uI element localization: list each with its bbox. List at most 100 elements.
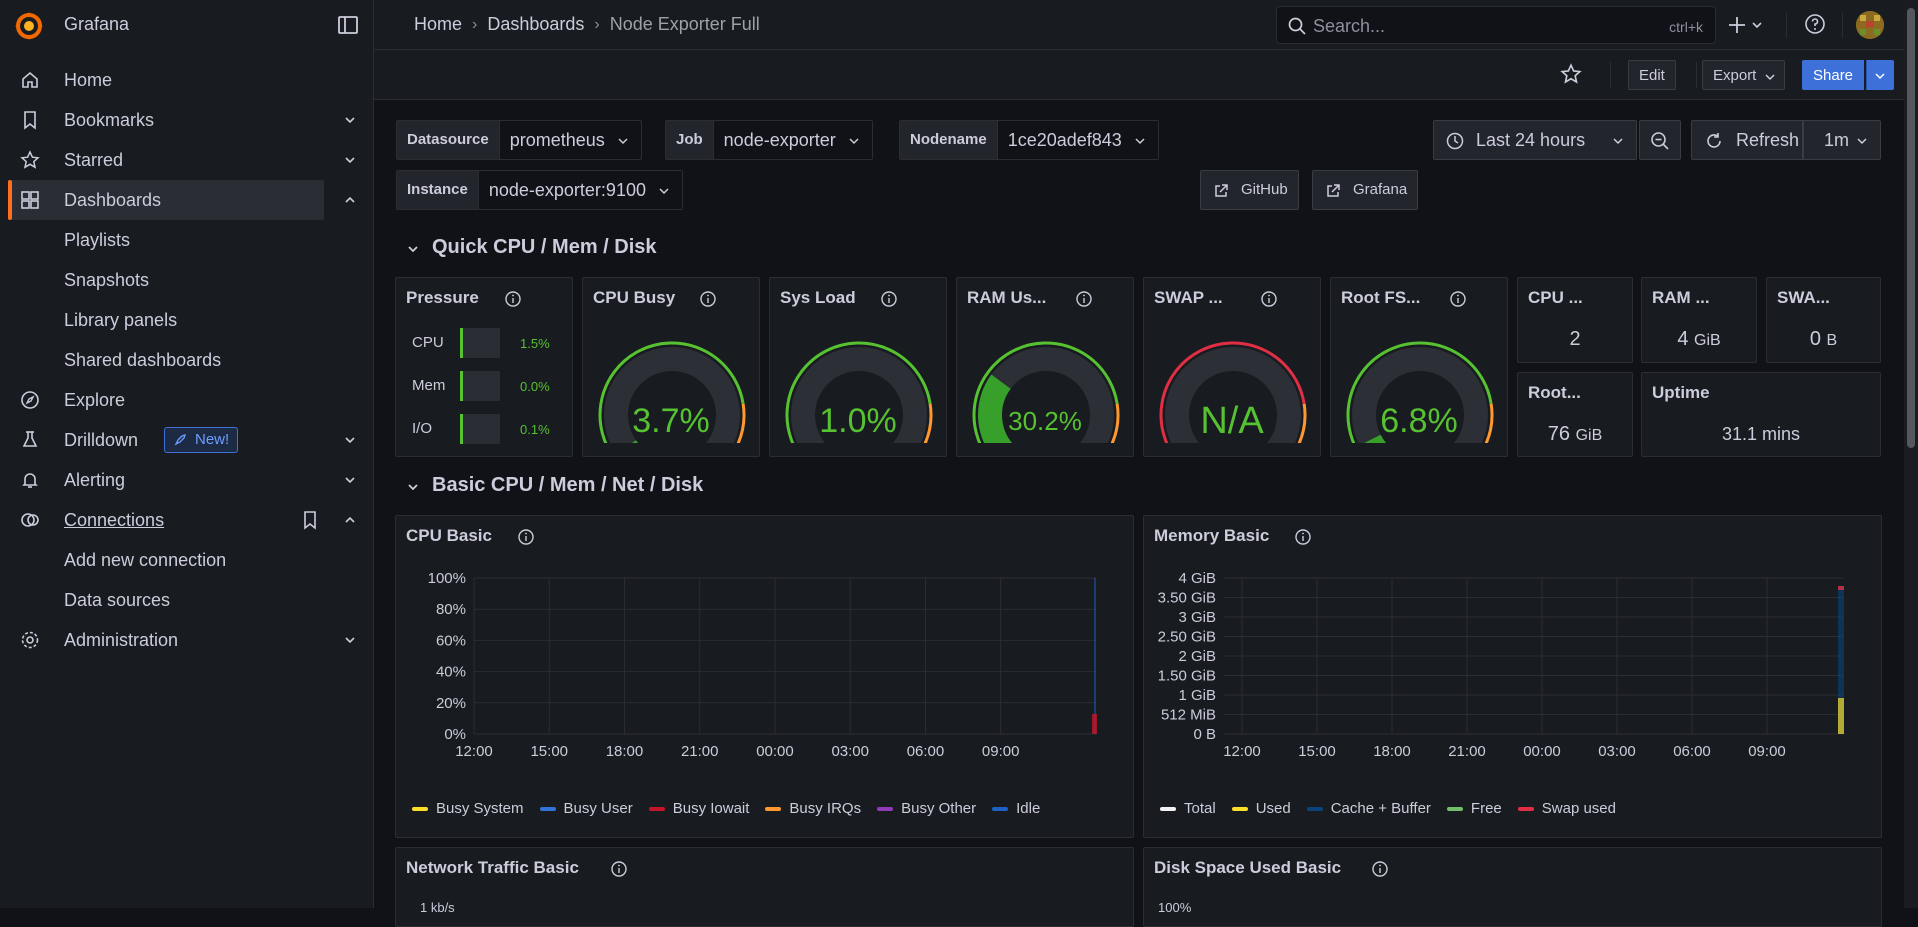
panel-cpu-basic[interactable]: CPU Basic 100% 80% 60% 40% 20% 0% 12:00 15:00 18…: [395, 515, 1134, 838]
panel-sys-load[interactable]: Sys Load 1.0%: [769, 277, 947, 457]
variable-job[interactable]: Job node-exporter: [665, 120, 873, 160]
info-icon[interactable]: [880, 290, 898, 308]
y-tick-label: 20%: [436, 695, 466, 712]
share-menu-button[interactable]: [1866, 60, 1894, 90]
refresh-interval-picker[interactable]: 1m: [1803, 120, 1881, 160]
variable-nodename[interactable]: Nodename 1ce20adef843: [899, 120, 1159, 160]
github-link-button[interactable]: GitHub: [1200, 170, 1299, 210]
sidebar-item-administration[interactable]: Administration: [0, 620, 374, 660]
sidebar-item-add-new-connection[interactable]: Add new connection: [0, 540, 374, 580]
info-icon[interactable]: [1294, 528, 1312, 546]
scrollbar-thumb[interactable]: [1907, 8, 1915, 448]
panel-ram-used[interactable]: RAM Us... 30.2%: [956, 277, 1134, 457]
panel-disk-space-used-basic[interactable]: Disk Space Used Basic 100%: [1143, 847, 1882, 927]
info-icon[interactable]: [504, 290, 522, 308]
legend-item[interactable]: Cache + Buffer: [1306, 800, 1431, 817]
info-icon[interactable]: [1075, 290, 1093, 308]
sidebar-item-shared-dashboards[interactable]: Shared dashboards: [0, 340, 374, 380]
sidebar-item-dashboards[interactable]: Dashboards: [0, 180, 374, 220]
legend-item[interactable]: Swap used: [1517, 800, 1616, 817]
legend-item[interactable]: Busy Iowait: [648, 800, 749, 817]
panel-uptime[interactable]: Uptime 31.1 mins: [1641, 372, 1881, 457]
info-icon[interactable]: [610, 860, 628, 878]
panel-memory-basic[interactable]: Memory Basic 4 GiB 3.50 GiB 3 GiB 2.50 GiB 2…: [1143, 515, 1882, 838]
sidebar-item-bookmarks[interactable]: Bookmarks: [0, 100, 374, 140]
info-icon[interactable]: [1449, 290, 1467, 308]
time-range-picker[interactable]: Last 24 hours: [1433, 120, 1637, 160]
panel-ram-total[interactable]: RAM ... 4 GiB: [1641, 277, 1757, 363]
panel-swap-used[interactable]: SWAP ... N/A: [1143, 277, 1321, 457]
chevron-down-icon[interactable]: [342, 632, 358, 648]
chevron-up-icon[interactable]: [342, 512, 358, 528]
chevron-down-icon[interactable]: [342, 432, 358, 448]
refresh-button[interactable]: Refresh: [1691, 120, 1803, 160]
chevron-up-icon[interactable]: [342, 192, 358, 208]
panel-title: RAM ...: [1652, 288, 1710, 307]
info-icon[interactable]: [517, 528, 535, 546]
grafana-logo-icon[interactable]: [14, 11, 44, 41]
sidebar-item-library-panels[interactable]: Library panels: [0, 300, 374, 340]
sidebar-item-home[interactable]: Home: [0, 60, 374, 100]
panel-cpu-cores[interactable]: CPU ... 2: [1517, 277, 1633, 363]
sidebar-item-alerting[interactable]: Alerting: [0, 460, 374, 500]
panel-cpu-busy[interactable]: CPU Busy 3.7%: [582, 277, 760, 457]
breadcrumb-dashboards[interactable]: Dashboards: [487, 14, 585, 34]
info-icon[interactable]: [1371, 860, 1389, 878]
search-input[interactable]: Search... ctrl+k: [1276, 6, 1716, 44]
avatar[interactable]: [1856, 11, 1884, 39]
info-icon[interactable]: [1260, 290, 1278, 308]
panel-root-fs[interactable]: Root FS... 6.8%: [1330, 277, 1508, 457]
panel-pressure[interactable]: Pressure CPU 1.5% Mem 0.0% I/O 0.1%: [395, 277, 573, 457]
scrollbar[interactable]: [1904, 0, 1918, 908]
legend-item[interactable]: Total: [1160, 800, 1216, 817]
x-tick-label: 03:00: [831, 743, 869, 760]
legend-item[interactable]: Busy IRQs: [765, 800, 861, 817]
variable-select[interactable]: node-exporter: [714, 121, 872, 159]
help-icon[interactable]: [1804, 13, 1826, 35]
sidebar-item-connections[interactable]: Connections: [0, 500, 374, 540]
sidebar-item-drilldown[interactable]: Drilldown New!: [0, 420, 374, 460]
bookmark-icon[interactable]: [300, 510, 320, 530]
panel-network-traffic-basic[interactable]: Network Traffic Basic 1 kb/s: [395, 847, 1134, 927]
export-button[interactable]: Export: [1702, 60, 1786, 90]
zoom-out-button[interactable]: [1639, 120, 1681, 160]
chevron-down-icon[interactable]: [342, 112, 358, 128]
breadcrumb-home[interactable]: Home: [414, 14, 463, 34]
sidebar-item-starred[interactable]: Starred: [0, 140, 374, 180]
chevron-down-icon[interactable]: [342, 472, 358, 488]
row-collapse-icon[interactable]: [405, 241, 421, 257]
sidebar-item-data-sources[interactable]: Data sources: [0, 580, 374, 620]
x-tick-label: 15:00: [530, 743, 568, 760]
variable-select[interactable]: prometheus: [500, 121, 641, 159]
legend-item[interactable]: Used: [1231, 800, 1291, 817]
variable-select[interactable]: 1ce20adef843: [998, 121, 1158, 159]
info-icon[interactable]: [699, 290, 717, 308]
search-shortcut: ctrl+k: [1669, 19, 1703, 35]
legend-item[interactable]: Busy System: [412, 800, 524, 817]
panel-root-total[interactable]: Root... 76 GiB: [1517, 372, 1633, 457]
dock-menu-icon[interactable]: [337, 14, 359, 36]
row-collapse-icon[interactable]: [405, 479, 421, 495]
panel-swap-total[interactable]: SWA... 0 B: [1766, 277, 1881, 363]
legend-item[interactable]: Idle: [992, 800, 1040, 817]
sidebar-item-explore[interactable]: Explore: [0, 380, 374, 420]
legend-item[interactable]: Free: [1446, 800, 1502, 817]
legend-item[interactable]: Busy Other: [877, 800, 976, 817]
variable-select[interactable]: node-exporter:9100: [479, 171, 682, 209]
cpu-basic-chart[interactable]: 100% 80% 60% 40% 20% 0%12:00 15:00 18:00 21:00 00…: [396, 556, 1135, 796]
chevron-down-icon[interactable]: [342, 152, 358, 168]
share-button[interactable]: Share: [1802, 60, 1865, 90]
star-icon[interactable]: [1560, 63, 1582, 85]
row-title-basic[interactable]: Basic CPU / Mem / Net / Disk: [432, 474, 704, 496]
grafana-link-button[interactable]: Grafana: [1312, 170, 1419, 210]
row-title-quick[interactable]: Quick CPU / Mem / Disk: [432, 236, 657, 258]
sidebar-item-playlists[interactable]: Playlists: [0, 220, 374, 260]
sidebar-item-snapshots[interactable]: Snapshots: [0, 260, 374, 300]
variable-instance[interactable]: Instance node-exporter:9100: [396, 170, 683, 210]
legend-item[interactable]: Busy User: [539, 800, 633, 817]
memory-basic-chart[interactable]: 4 GiB 3.50 GiB 3 GiB 2.50 GiB 2 GiB 1.50 GiB 1…: [1144, 556, 1883, 796]
panel-title: Pressure: [406, 288, 479, 307]
variable-datasource[interactable]: Datasource prometheus: [396, 120, 642, 160]
edit-button[interactable]: Edit: [1628, 60, 1676, 90]
new-menu-button[interactable]: [1727, 12, 1767, 38]
